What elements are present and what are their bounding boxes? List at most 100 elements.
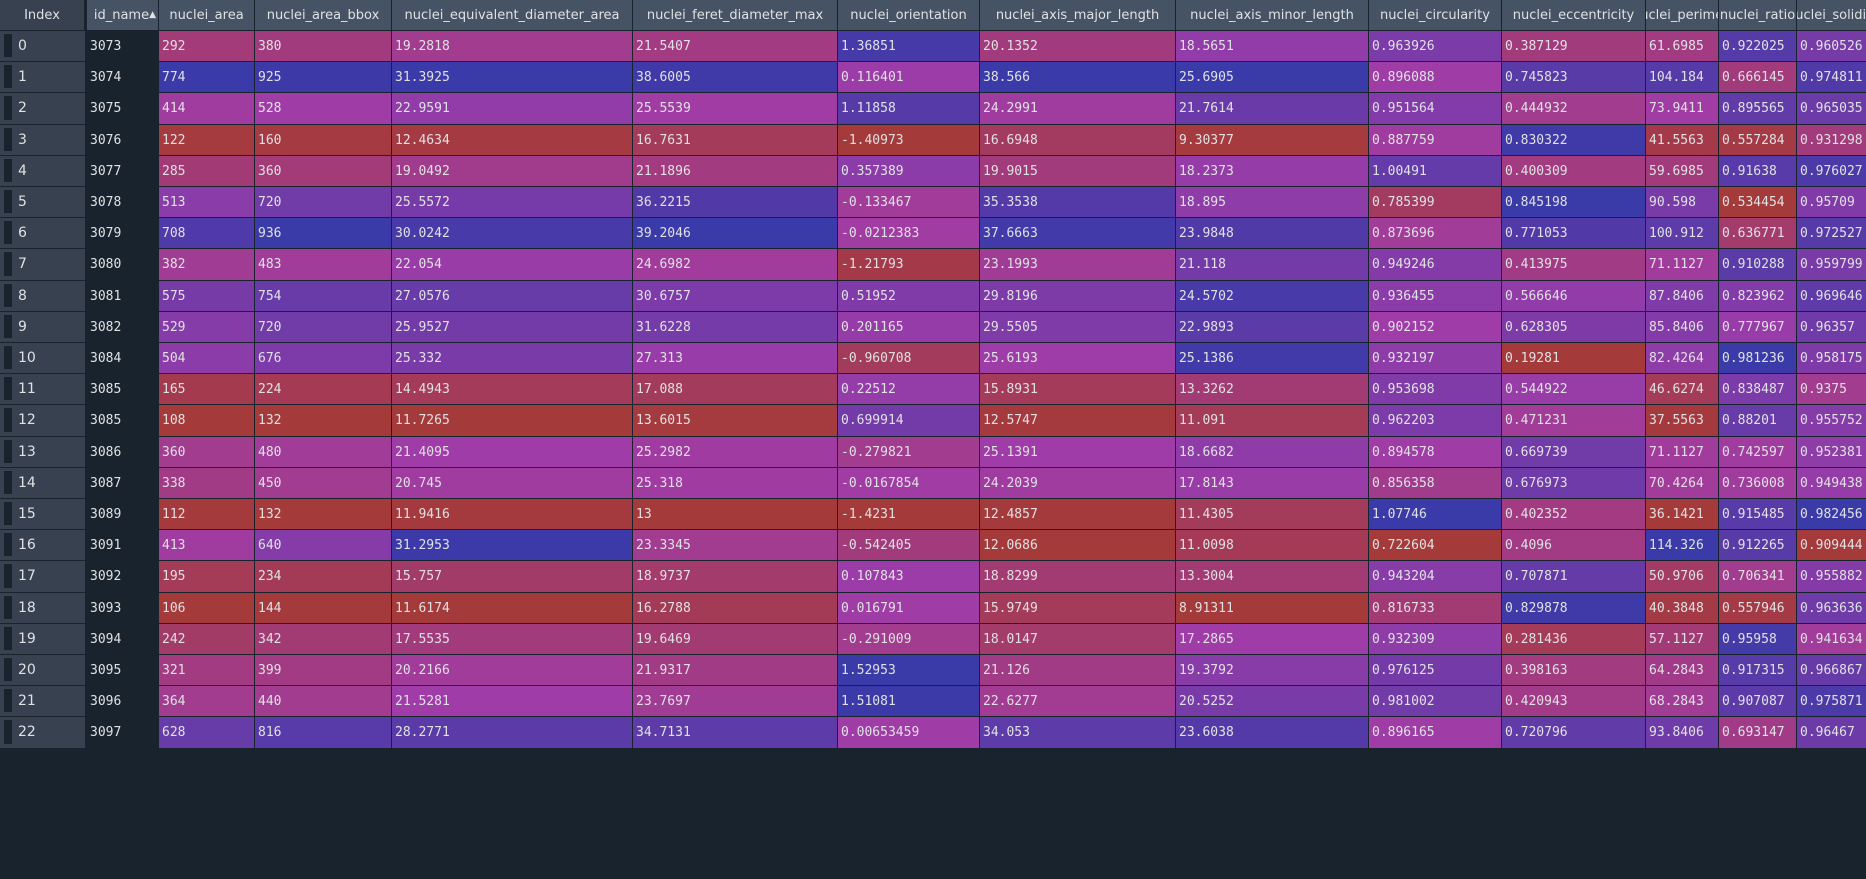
table-cell[interactable]: 38.6005 [633, 62, 838, 94]
table-cell[interactable]: 3089 [87, 499, 159, 531]
table-cell[interactable]: 0.402352 [1502, 499, 1646, 531]
table-cell[interactable]: 0.628305 [1502, 311, 1646, 343]
table-cell[interactable]: 3081 [87, 280, 159, 312]
table-cell[interactable]: 20.5252 [1176, 686, 1369, 718]
table-cell[interactable]: 0.894578 [1369, 436, 1502, 468]
table-cell[interactable]: 0.887759 [1369, 124, 1502, 156]
table-cell[interactable]: 0.636771 [1719, 218, 1797, 250]
table-cell[interactable]: 11.9416 [392, 499, 633, 531]
table-cell[interactable]: 0.895565 [1719, 93, 1797, 125]
table-cell[interactable]: 30.0242 [392, 218, 633, 250]
table-cell[interactable]: 19.3792 [1176, 655, 1369, 687]
row-index-cell[interactable]: 19 [0, 623, 85, 655]
table-cell[interactable]: 17.5535 [392, 623, 633, 655]
table-cell[interactable]: 0.669739 [1502, 436, 1646, 468]
table-cell[interactable]: 0.116401 [838, 62, 980, 94]
table-cell[interactable]: 25.6905 [1176, 62, 1369, 94]
column-header-nuclei-solidity[interactable]: nuclei_solidity [1797, 0, 1866, 31]
table-cell[interactable]: 0.557284 [1719, 124, 1797, 156]
table-cell[interactable]: 21.118 [1176, 249, 1369, 281]
table-cell[interactable]: 0.915485 [1719, 499, 1797, 531]
table-cell[interactable]: 0.955752 [1797, 405, 1866, 437]
column-header-nuclei-feret-diameter-max[interactable]: nuclei_feret_diameter_max [633, 0, 838, 31]
table-cell[interactable]: 14.4943 [392, 374, 633, 406]
table-cell[interactable]: 22.6277 [980, 686, 1176, 718]
table-cell[interactable]: 0.016791 [838, 592, 980, 624]
row-index-cell[interactable]: 1 [0, 62, 85, 94]
table-cell[interactable]: 8.91311 [1176, 592, 1369, 624]
table-cell[interactable]: 0.722604 [1369, 530, 1502, 562]
table-cell[interactable]: 0.943204 [1369, 561, 1502, 593]
row-index-cell[interactable]: 7 [0, 249, 85, 281]
table-cell[interactable]: 0.936455 [1369, 280, 1502, 312]
table-cell[interactable]: 640 [255, 530, 392, 562]
table-cell[interactable]: -0.960708 [838, 343, 980, 375]
table-cell[interactable]: 3073 [87, 31, 159, 63]
table-cell[interactable]: 100.912 [1646, 218, 1719, 250]
column-header-nuclei-ratio[interactable]: nuclei_ratio [1719, 0, 1797, 31]
table-cell[interactable]: 160 [255, 124, 392, 156]
table-cell[interactable]: 342 [255, 623, 392, 655]
table-cell[interactable]: 0.707871 [1502, 561, 1646, 593]
table-cell[interactable]: 18.0147 [980, 623, 1176, 655]
table-cell[interactable]: 18.2373 [1176, 155, 1369, 187]
table-cell[interactable]: 23.9848 [1176, 218, 1369, 250]
table-cell[interactable]: 3084 [87, 343, 159, 375]
table-cell[interactable]: 0.910288 [1719, 249, 1797, 281]
table-cell[interactable]: 0.9375 [1797, 374, 1866, 406]
table-cell[interactable]: 16.6948 [980, 124, 1176, 156]
table-cell[interactable]: 0.544922 [1502, 374, 1646, 406]
table-cell[interactable]: 0.706341 [1719, 561, 1797, 593]
table-cell[interactable]: 0.00653459 [838, 717, 980, 749]
column-header-nuclei-area-bbox[interactable]: nuclei_area_bbox [255, 0, 392, 31]
table-cell[interactable]: 70.4264 [1646, 467, 1719, 499]
table-cell[interactable]: 3086 [87, 436, 159, 468]
table-cell[interactable]: 504 [159, 343, 255, 375]
table-cell[interactable]: 41.5563 [1646, 124, 1719, 156]
table-cell[interactable]: 25.5539 [633, 93, 838, 125]
table-cell[interactable]: 0.742597 [1719, 436, 1797, 468]
table-cell[interactable]: 12.4634 [392, 124, 633, 156]
table-cell[interactable]: 0.958175 [1797, 343, 1866, 375]
table-cell[interactable]: 413 [159, 530, 255, 562]
table-cell[interactable]: 27.0576 [392, 280, 633, 312]
table-cell[interactable]: 720 [255, 311, 392, 343]
table-cell[interactable]: -0.279821 [838, 436, 980, 468]
table-cell[interactable]: 0.676973 [1502, 467, 1646, 499]
table-cell[interactable]: 108 [159, 405, 255, 437]
table-cell[interactable]: 122 [159, 124, 255, 156]
table-cell[interactable]: 36.2215 [633, 187, 838, 219]
row-index-cell[interactable]: 12 [0, 405, 85, 437]
table-cell[interactable]: 0.981236 [1719, 343, 1797, 375]
table-cell[interactable]: 399 [255, 655, 392, 687]
table-cell[interactable]: 1.51081 [838, 686, 980, 718]
table-cell[interactable]: 0.845198 [1502, 187, 1646, 219]
table-cell[interactable]: 21.7614 [1176, 93, 1369, 125]
table-cell[interactable]: 16.2788 [633, 592, 838, 624]
table-cell[interactable]: 3092 [87, 561, 159, 593]
table-cell[interactable]: 0.829878 [1502, 592, 1646, 624]
table-cell[interactable]: 11.6174 [392, 592, 633, 624]
table-cell[interactable]: 50.9706 [1646, 561, 1719, 593]
table-cell[interactable]: 61.6985 [1646, 31, 1719, 63]
table-cell[interactable]: 360 [159, 436, 255, 468]
table-cell[interactable]: 15.9749 [980, 592, 1176, 624]
sort-ascending-icon[interactable]: ▲ [149, 10, 156, 20]
column-header-nuclei-perimeter[interactable]: nuclei_perimeter [1646, 0, 1719, 31]
table-cell[interactable]: 25.9527 [392, 311, 633, 343]
table-cell[interactable]: 3091 [87, 530, 159, 562]
column-header-nuclei-circularity[interactable]: nuclei_circularity [1369, 0, 1502, 31]
table-cell[interactable]: 31.6228 [633, 311, 838, 343]
table-cell[interactable]: 24.6982 [633, 249, 838, 281]
table-cell[interactable]: 234 [255, 561, 392, 593]
row-index-cell[interactable]: 21 [0, 686, 85, 718]
table-cell[interactable]: 0.896088 [1369, 62, 1502, 94]
table-cell[interactable]: 31.3925 [392, 62, 633, 94]
table-cell[interactable]: 24.5702 [1176, 280, 1369, 312]
row-index-cell[interactable]: 16 [0, 530, 85, 562]
table-cell[interactable]: 11.0098 [1176, 530, 1369, 562]
table-cell[interactable]: 17.8143 [1176, 467, 1369, 499]
table-cell[interactable]: 57.1127 [1646, 623, 1719, 655]
row-index-cell[interactable]: 22 [0, 717, 85, 749]
table-cell[interactable]: 0.955882 [1797, 561, 1866, 593]
